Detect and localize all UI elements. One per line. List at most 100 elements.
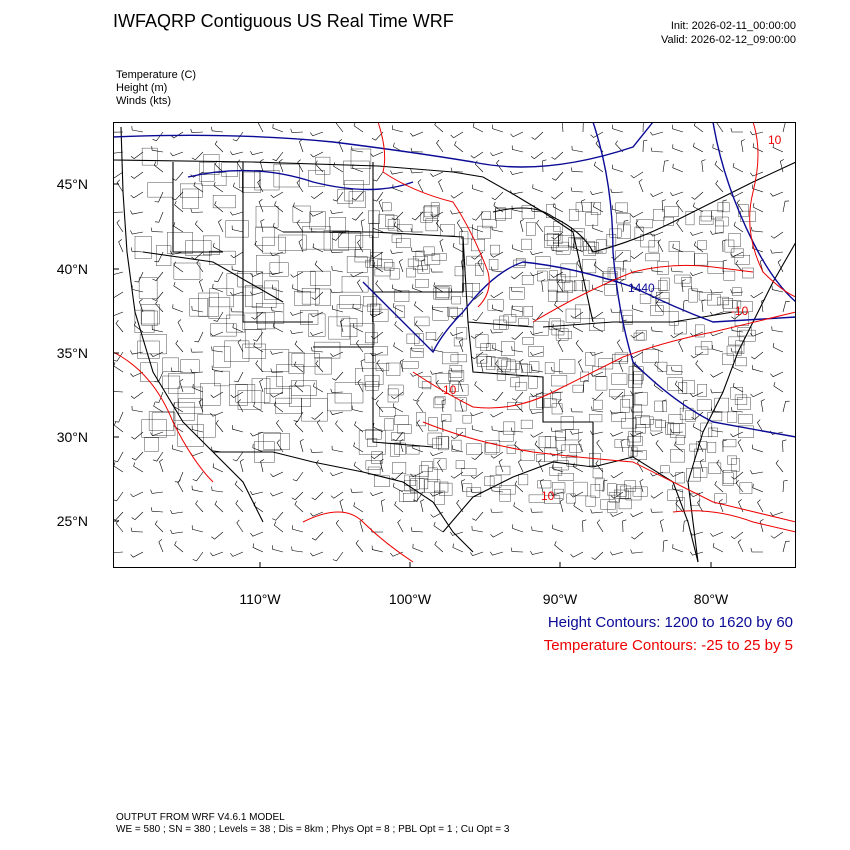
county	[555, 437, 566, 451]
county	[488, 259, 499, 270]
county	[708, 462, 722, 474]
county	[625, 488, 642, 501]
temperature-contour	[749, 122, 796, 298]
state-line-5	[372, 347, 434, 448]
county	[583, 241, 595, 251]
wind-barb	[511, 205, 524, 213]
county	[732, 287, 742, 296]
wind-barb	[375, 400, 384, 413]
wind-barb	[772, 343, 784, 353]
wind-barb	[310, 448, 324, 453]
wind-barb	[511, 346, 524, 353]
county	[432, 307, 449, 321]
county	[571, 237, 582, 251]
county	[595, 376, 608, 391]
wind-barb	[253, 501, 264, 513]
county	[294, 291, 311, 306]
field-temperature: Temperature (C)	[116, 69, 197, 81]
wind-barb	[332, 305, 344, 313]
wind-barb	[692, 422, 704, 433]
wind-barb	[530, 330, 544, 335]
county	[555, 328, 569, 341]
wind-barb	[272, 545, 284, 553]
wind-barb	[159, 459, 164, 473]
wind-barb	[212, 242, 224, 253]
wind-barb	[542, 159, 547, 173]
county	[413, 256, 428, 270]
wind-barb	[512, 244, 524, 253]
county	[162, 375, 180, 389]
wind-barb	[310, 191, 324, 199]
county	[453, 337, 463, 347]
county	[589, 414, 603, 423]
wind-barb	[551, 246, 564, 253]
county	[237, 271, 263, 288]
wind-barb	[470, 488, 484, 493]
county	[495, 208, 512, 219]
county	[364, 375, 380, 387]
wind-barb	[192, 551, 204, 562]
county	[466, 443, 482, 455]
county	[723, 470, 737, 484]
wind-barb	[313, 382, 324, 393]
wind-barb	[292, 471, 304, 482]
wind-barb	[715, 180, 724, 193]
county	[738, 425, 754, 438]
county	[615, 202, 628, 213]
wind-barb	[232, 425, 244, 433]
county	[731, 458, 740, 472]
county	[173, 262, 201, 280]
county	[355, 368, 384, 385]
wind-barb	[195, 500, 204, 513]
county	[462, 415, 472, 424]
us-canada-border	[113, 159, 574, 233]
county	[275, 397, 302, 414]
weather-map: -10 10 10 10 1440	[113, 122, 796, 568]
wind-barb	[657, 239, 664, 253]
wind-barb	[231, 225, 244, 233]
county	[639, 293, 652, 304]
county	[503, 314, 517, 323]
wind-barb	[770, 531, 784, 539]
wind-barb	[490, 551, 504, 556]
wind-barb	[554, 541, 564, 553]
wind-barb	[536, 219, 544, 233]
lat-label-35: 35°N	[56, 345, 88, 361]
wind-barb	[273, 401, 284, 413]
county	[735, 357, 747, 367]
county	[134, 236, 152, 259]
wind-barb	[138, 299, 144, 313]
wind-barb	[432, 305, 444, 313]
county	[258, 432, 281, 451]
county	[734, 255, 750, 265]
wind-barb	[474, 381, 484, 393]
county	[264, 280, 279, 300]
wind-barb	[356, 339, 364, 353]
county	[198, 292, 219, 317]
great-lakes-shore	[492, 161, 796, 253]
wind-barb	[310, 511, 324, 517]
county	[419, 465, 429, 477]
county	[461, 468, 477, 476]
wind-barb	[490, 329, 504, 334]
wind-barb	[290, 271, 304, 278]
wind-barb	[270, 471, 284, 478]
wind-barb	[310, 311, 324, 318]
county	[396, 238, 411, 248]
wind-barb	[299, 139, 304, 153]
wind-barb	[491, 486, 504, 493]
wind-barb	[214, 500, 224, 513]
wind-barb	[173, 222, 184, 233]
wind-barb	[618, 359, 624, 373]
wind-barb	[290, 329, 304, 335]
wind-barb	[602, 479, 608, 493]
county	[615, 250, 631, 262]
county	[585, 352, 596, 366]
county	[255, 206, 279, 228]
wind-barb	[570, 187, 584, 193]
county	[682, 380, 695, 394]
county	[737, 327, 752, 337]
county	[507, 402, 523, 410]
wind-barb	[357, 379, 364, 393]
wind-barb	[690, 391, 704, 398]
